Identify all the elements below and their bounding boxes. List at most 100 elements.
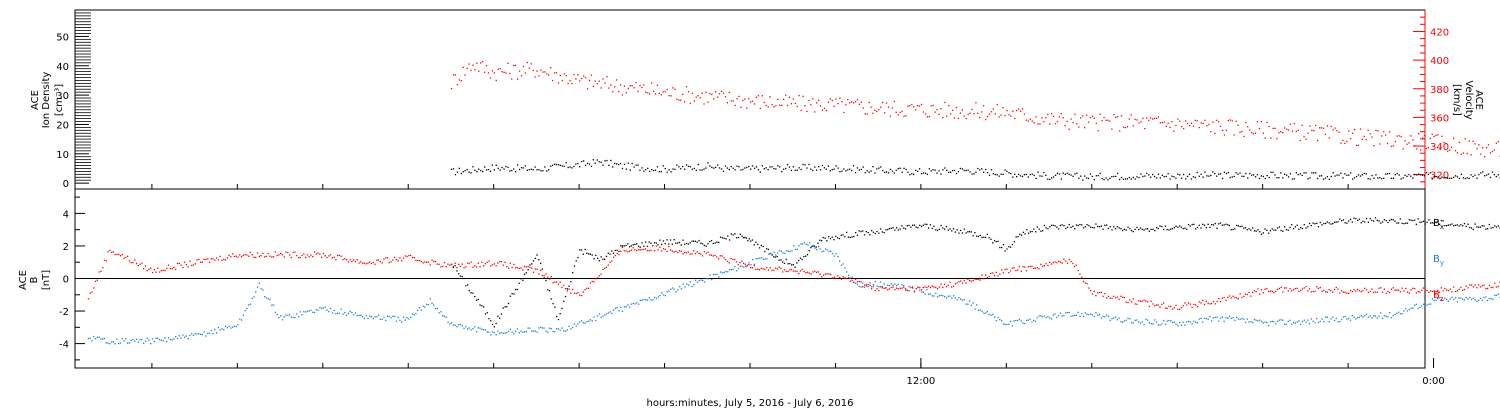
top-data-point: [893, 172, 895, 174]
field-data-point: [1449, 298, 1451, 300]
field-data-point: [242, 254, 244, 257]
field-data-point: [1038, 315, 1040, 317]
field-axis-label-line3: [nT]: [41, 270, 52, 290]
top-data-point: [460, 80, 462, 82]
field-data-point: [226, 327, 228, 329]
field-data-point: [1337, 321, 1339, 323]
field-data-point: [1191, 306, 1193, 309]
field-data-point: [347, 261, 349, 263]
top-data-point: [491, 70, 493, 72]
top-data-point: [1445, 177, 1447, 179]
legend-by: By: [1433, 254, 1444, 267]
field-data-point: [356, 259, 358, 261]
field-data-point: [1138, 228, 1140, 231]
field-data-point: [1052, 224, 1054, 226]
field-data-point: [580, 320, 583, 322]
field-data-point: [1469, 226, 1471, 229]
field-data-point: [1184, 227, 1186, 229]
field-data-point: [294, 251, 296, 253]
field-data-point: [1326, 221, 1328, 223]
field-data-point: [598, 313, 601, 315]
field-data-point: [985, 274, 987, 276]
field-data-point: [814, 270, 816, 272]
field-data-point: [595, 278, 597, 280]
top-data-point: [1456, 152, 1459, 154]
top-data-point: [1315, 172, 1317, 174]
top-data-point: [969, 171, 971, 173]
field-data-point: [221, 328, 223, 330]
field-data-point: [1015, 236, 1017, 238]
field-data-point: [1008, 272, 1010, 274]
top-data-point: [1085, 114, 1088, 116]
field-data-point: [604, 258, 606, 260]
field-data-point: [988, 313, 990, 315]
top-data-point: [482, 61, 484, 63]
field-data-point: [800, 243, 802, 245]
field-data-point: [463, 327, 465, 330]
field-data-point: [1234, 319, 1236, 321]
top-data-point: [456, 84, 459, 86]
field-data-point: [536, 254, 538, 256]
top-data-point: [651, 82, 653, 84]
field-data-point: [963, 299, 965, 301]
field-data-point: [189, 260, 191, 262]
top-data-point: [835, 165, 837, 167]
field-data-point: [867, 284, 869, 286]
field-data-point: [278, 254, 280, 256]
top-data-point: [592, 85, 594, 88]
field-data-point: [894, 229, 896, 231]
field-data-point: [1148, 305, 1150, 307]
top-data-point: [901, 171, 903, 173]
field-data-point: [851, 236, 853, 238]
field-data-point: [917, 227, 919, 229]
field-data-point: [855, 282, 857, 284]
field-data-point: [342, 259, 344, 261]
top-data-point: [1344, 173, 1346, 175]
top-data-point: [821, 109, 824, 111]
field-data-point: [807, 271, 809, 273]
field-data-point: [871, 230, 873, 232]
top-data-point: [1084, 175, 1086, 177]
top-data-point: [586, 88, 589, 90]
top-data-point: [450, 168, 453, 170]
field-data-point: [691, 285, 693, 288]
top-data-point: [1361, 138, 1363, 140]
top-data-point: [575, 163, 577, 165]
field-data-point: [1075, 224, 1078, 226]
field-data-point: [634, 303, 636, 305]
field-data-point: [1148, 322, 1150, 324]
top-data-point: [1146, 172, 1148, 175]
field-data-point: [999, 246, 1001, 249]
field-data-point: [1241, 317, 1243, 320]
field-data-point: [1260, 320, 1263, 323]
top-data-point: [1029, 118, 1031, 120]
field-data-point: [621, 245, 624, 247]
top-data-point: [971, 173, 973, 175]
top-data-point: [959, 112, 961, 114]
field-data-point: [267, 298, 269, 300]
top-data-point: [452, 168, 455, 170]
field-data-point: [392, 259, 394, 261]
field-data-point: [454, 324, 456, 326]
top-data-point: [1198, 175, 1200, 177]
field-data-point: [465, 285, 467, 287]
field-data-point: [1203, 317, 1206, 319]
field-data-point: [541, 268, 543, 270]
field-data-point: [901, 284, 903, 286]
field-data-point: [778, 266, 780, 268]
top-data-point: [592, 159, 594, 161]
field-data-point: [1257, 229, 1259, 231]
field-data-point: [983, 278, 985, 280]
field-data-point: [778, 250, 781, 252]
field-data-point: [256, 252, 259, 254]
top-data-point: [1319, 127, 1321, 129]
top-data-point: [1144, 128, 1146, 130]
field-data-point: [1431, 290, 1434, 293]
field-data-point: [1022, 231, 1024, 233]
field-data-point: [612, 252, 615, 254]
field-data-point: [928, 227, 930, 229]
field-data-point: [591, 320, 593, 322]
field-data-point: [518, 267, 520, 270]
top-data-point: [1381, 135, 1383, 137]
field-data-point: [137, 265, 139, 267]
